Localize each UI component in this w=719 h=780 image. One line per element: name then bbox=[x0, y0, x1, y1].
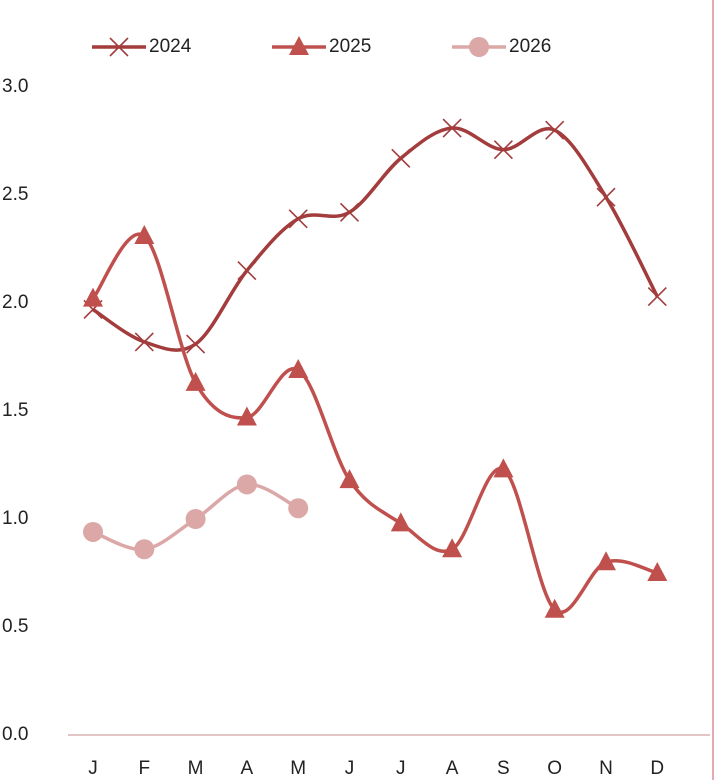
marker bbox=[237, 261, 257, 281]
marker bbox=[109, 37, 129, 57]
x-tick-label: D bbox=[650, 758, 664, 779]
marker bbox=[185, 371, 206, 391]
marker bbox=[134, 332, 154, 352]
y-tick-label: 0.5 bbox=[2, 616, 28, 637]
x-tick-label: A bbox=[446, 758, 459, 779]
y-tick-label: 0.0 bbox=[2, 724, 28, 745]
marker bbox=[442, 538, 463, 558]
x-tick-label: N bbox=[599, 758, 613, 779]
marker bbox=[596, 551, 616, 571]
y-tick-label: 2.0 bbox=[2, 292, 28, 313]
marker bbox=[442, 118, 462, 138]
marker bbox=[596, 187, 616, 207]
x-tick-label: S bbox=[497, 758, 510, 779]
y-tick-label: 1.0 bbox=[2, 508, 28, 529]
x-tick-label: J bbox=[396, 758, 406, 779]
marker bbox=[83, 521, 103, 542]
x-tick-label: J bbox=[345, 758, 355, 779]
marker bbox=[339, 469, 360, 489]
marker bbox=[289, 36, 309, 55]
marker bbox=[83, 287, 103, 307]
marker bbox=[545, 120, 565, 140]
x-tick-label: M bbox=[290, 758, 306, 779]
series-line bbox=[91, 232, 658, 614]
marker bbox=[186, 334, 206, 354]
x-tick-label: M bbox=[188, 758, 204, 779]
x-tick-label: A bbox=[241, 758, 254, 779]
marker bbox=[288, 498, 309, 519]
x-tick-label: F bbox=[138, 758, 150, 779]
marker bbox=[647, 562, 668, 581]
legend-label: 2025 bbox=[329, 36, 371, 57]
y-tick-label: 1.5 bbox=[2, 400, 28, 421]
x-tick-label: O bbox=[547, 758, 562, 779]
y-tick-label: 2.5 bbox=[2, 184, 28, 205]
marker bbox=[493, 458, 514, 478]
marker bbox=[647, 286, 667, 307]
marker bbox=[339, 202, 360, 222]
legend-label: 2024 bbox=[149, 36, 192, 57]
x-tick-label: J bbox=[88, 758, 98, 779]
marker bbox=[236, 406, 257, 426]
marker bbox=[288, 358, 309, 378]
marker bbox=[469, 37, 489, 57]
series-line bbox=[92, 126, 659, 352]
marker bbox=[134, 225, 155, 245]
marker bbox=[493, 140, 513, 160]
legend-label: 2026 bbox=[509, 36, 551, 57]
marker bbox=[544, 598, 565, 618]
marker bbox=[236, 474, 257, 495]
marker bbox=[391, 148, 411, 168]
marker bbox=[134, 539, 155, 560]
marker bbox=[185, 509, 206, 529]
marker bbox=[288, 209, 308, 229]
marker bbox=[390, 512, 411, 532]
y-tick-label: 3.0 bbox=[2, 76, 28, 97]
